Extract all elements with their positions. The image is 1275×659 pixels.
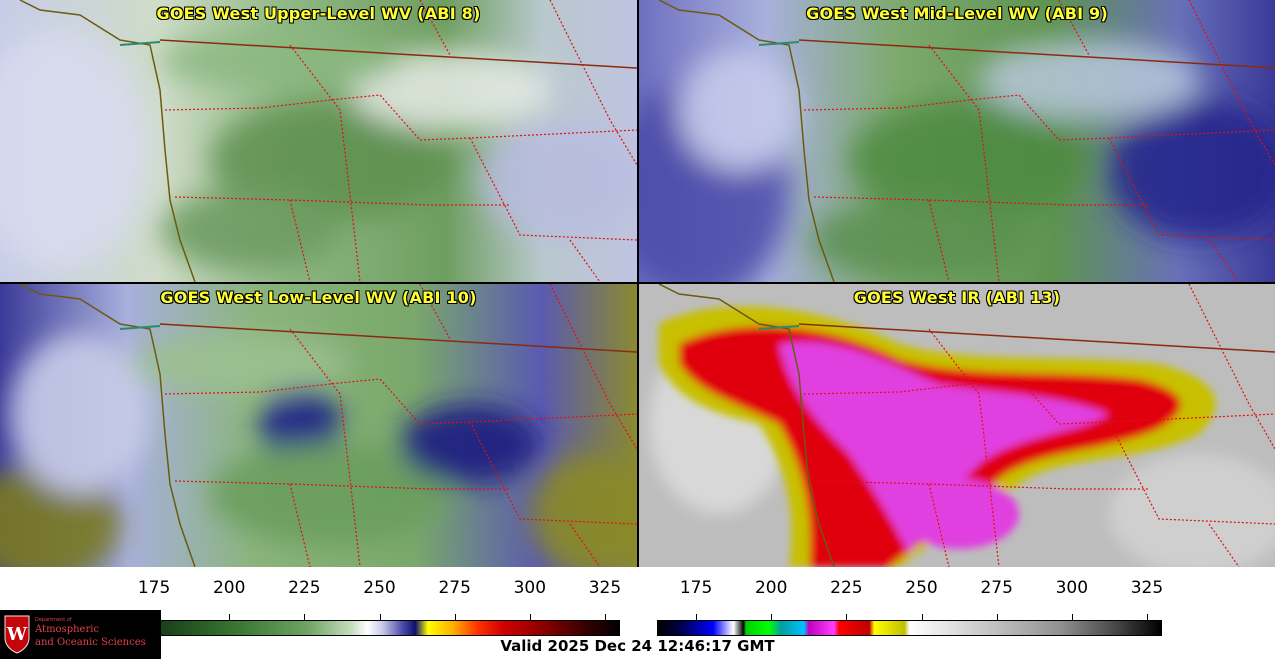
colorbar-ir: 175 200 225 250 275 300 325 [657,578,1164,638]
colorbar-ir-tick-label: 275 [980,578,1013,598]
colorbar-ir-tick-label: 325 [1130,578,1164,598]
mid-wv-image [639,0,1275,282]
colorbar-wv: 175 200 225 250 275 300 325 [115,578,622,638]
colorbar-ir-ramp [657,620,1162,636]
panel-title: GOES West IR (ABI 13) [853,288,1061,307]
colorbar-wv-tick-mark [379,614,381,620]
colorbar-wv-tick-label: 300 [513,578,547,598]
panel-upper-level-wv: GOES West Upper-Level WV (ABI 8) [0,0,637,282]
colorbar-ir-tick-mark [771,614,773,620]
colorbar-wv-ramp [115,620,620,636]
colorbar-ir-tick-label: 175 [679,578,713,598]
panel-divider-horizontal [0,282,1275,284]
colorbar-ir-tick-mark [996,614,998,620]
panel-title: GOES West Upper-Level WV (ABI 8) [156,4,481,23]
colorbar-wv-tick-label: 325 [588,578,622,598]
colorbar-ir-tick-label: 300 [1055,578,1089,598]
colorbar-ir-tick-mark [846,614,848,620]
colorbar-ir-ticks: 175 200 225 250 275 300 325 [657,578,1164,604]
valid-time: Valid 2025 Dec 24 12:46:17 GMT [500,637,775,655]
colorbar-wv-tick-label: 250 [363,578,396,598]
upper-wv-image [0,0,637,282]
panel-title: GOES West Mid-Level WV (ABI 9) [806,4,1108,23]
colorbar-wv-tick-mark [454,614,456,620]
panel-low-level-wv: GOES West Low-Level WV (ABI 10) [0,284,637,567]
colorbar-wv-ticks: 175 200 225 250 275 300 325 [115,578,622,604]
crest-letter: W [6,624,28,645]
colorbar-wv-tick-mark [529,614,531,620]
low-wv-image [0,284,637,567]
panel-mid-level-wv: GOES West Mid-Level WV (ABI 9) [639,0,1275,282]
colorbar-wv-tick-mark [604,614,606,620]
colorbar-ir-tick-label: 250 [905,578,938,598]
colorbar-ir-tick-mark [1146,614,1148,620]
colorbar-wv-tick-label: 175 [137,578,171,598]
colorbar-wv-tick-mark [304,614,306,620]
colorbar-ir-tick-mark [921,614,923,620]
panel-title: GOES West Low-Level WV (ABI 10) [160,288,477,307]
colorbar-wv-tick-label: 200 [212,578,246,598]
colorbar-wv-tick-label: 225 [288,578,321,598]
panel-ir: GOES West IR (ABI 13) [639,284,1275,567]
aos-logo: W Department of Atmospheric and Oceanic … [0,610,161,659]
ir-image [639,284,1275,567]
colorbar-ir-tick-mark [1071,614,1073,620]
logo-line-2: Atmospheric [35,624,100,635]
logo-line-1: Department of [35,617,72,623]
colorbar-ir-tick-label: 225 [830,578,863,598]
logo-line-3: and Oceanic Sciences [35,637,146,648]
colorbar-wv-tick-mark [229,614,231,620]
colorbar-ir-tick-label: 200 [754,578,788,598]
colorbar-wv-tick-label: 275 [438,578,471,598]
colorbar-ir-tick-mark [696,614,698,620]
uw-crest-icon: W [4,615,30,654]
